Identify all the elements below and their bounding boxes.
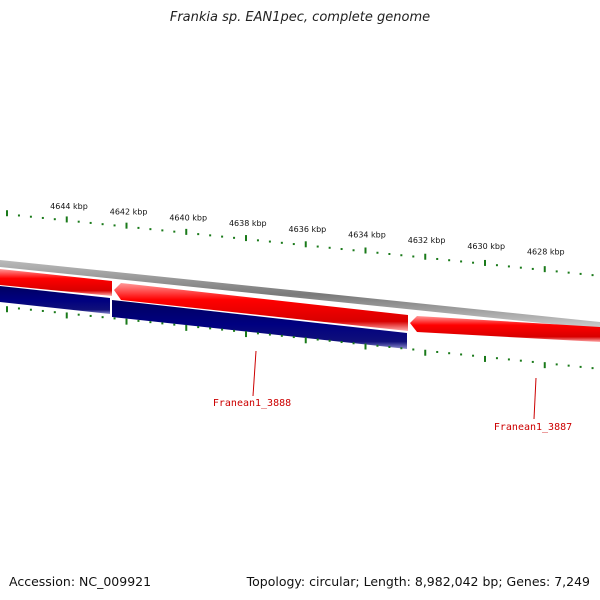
tick-label: 4644 kbp [50, 202, 88, 211]
gene-label-franean1-3888[interactable]: Franean1_3888 [213, 398, 291, 409]
accession-text: Accession: NC_009921 [9, 574, 152, 589]
map-title: Frankia sp. EAN1pec, complete genome [169, 10, 431, 25]
tick-label: 4630 kbp [467, 242, 505, 251]
tick-label: 4640 kbp [169, 213, 207, 222]
forward-gene-left [0, 269, 112, 296]
forward-gene-franean1-3887 [410, 316, 600, 342]
tick-label: 4642 kbp [110, 208, 148, 217]
forward-gene-middle-arrow [114, 283, 408, 331]
scale-tick-labels: 4644 kbp 4642 kbp 4640 kbp 4638 kbp 4636 kbp… [50, 202, 565, 257]
outer-scale-ticks [6, 210, 594, 277]
tick-label: 4628 kbp [527, 248, 565, 257]
gene-label-franean1-3887[interactable]: Franean1_3887 [494, 422, 572, 433]
reverse-gene-franean1-3888 [112, 300, 407, 349]
tick-label: 4638 kbp [229, 219, 267, 228]
inner-scale-ticks [6, 306, 594, 370]
tick-label: 4636 kbp [289, 225, 327, 234]
gene-label-line-franean1-3888 [252, 350, 257, 397]
tick-label: 4632 kbp [408, 236, 446, 245]
topology-text: Topology: circular; Length: 8,982,042 bp… [246, 574, 590, 589]
tick-label: 4634 kbp [348, 231, 386, 240]
genome-backbone [0, 260, 600, 329]
gene-label-line-franean1-3887 [533, 377, 537, 420]
reverse-gene-left [0, 286, 110, 314]
